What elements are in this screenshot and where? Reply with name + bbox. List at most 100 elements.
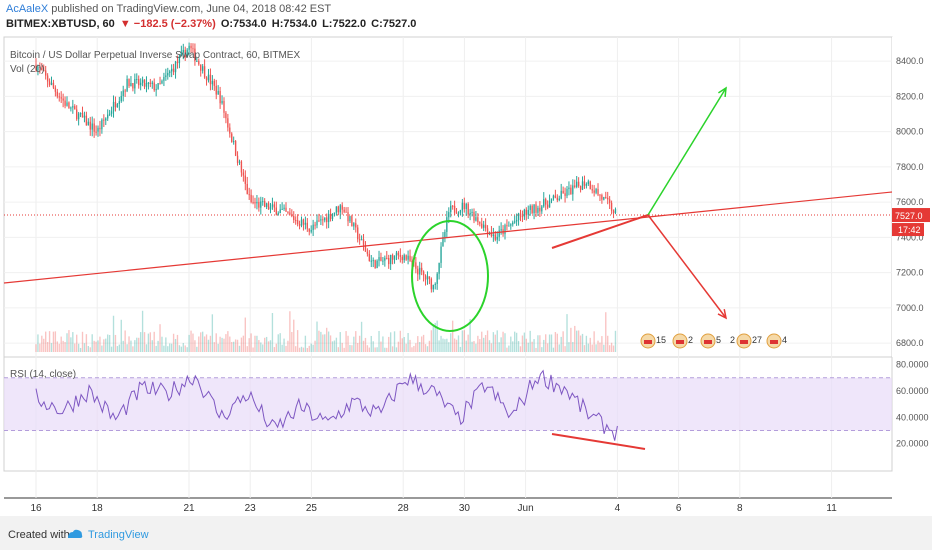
candle-body <box>68 102 70 109</box>
volume-bar <box>362 340 365 352</box>
candle-body <box>457 212 460 214</box>
volume-bar <box>448 342 450 352</box>
highlight-ellipse <box>411 220 489 332</box>
author-link[interactable]: AcAaleX <box>6 3 49 15</box>
volume-bar <box>562 331 564 352</box>
candle-body <box>614 209 617 213</box>
candle-body <box>461 202 464 211</box>
candle-body <box>170 68 173 72</box>
candle-body <box>430 278 433 290</box>
candle-body <box>77 113 80 120</box>
volume-bar <box>37 334 39 352</box>
volume-bar <box>203 336 206 352</box>
time-tick-label: 8 <box>737 503 743 514</box>
candle-body <box>236 155 239 163</box>
volume-bar <box>440 335 442 352</box>
rsi-line <box>35 369 618 441</box>
volume-bar <box>422 334 425 352</box>
volume-bar <box>83 343 86 352</box>
main-pane-frame <box>3 36 893 358</box>
volume-bar <box>97 340 99 352</box>
volume-bar <box>587 343 590 352</box>
volume-bar <box>122 340 124 352</box>
countdown-tag <box>892 223 924 237</box>
candle-body <box>56 91 58 97</box>
volume-bar <box>411 347 413 352</box>
candle-body <box>308 228 310 232</box>
volume-bar <box>413 345 415 352</box>
candle-body <box>83 115 86 118</box>
volume-bar <box>295 346 297 352</box>
volume-bar <box>217 343 219 352</box>
candle-body <box>293 216 295 221</box>
volume-bar <box>533 339 535 352</box>
volume-bar <box>525 338 527 352</box>
candle-body <box>525 209 527 215</box>
candle-body <box>448 212 450 218</box>
candle-body <box>165 75 167 77</box>
volume-bar <box>498 342 500 352</box>
event-icons[interactable]: 152852274 <box>640 333 787 349</box>
volume-bar <box>605 312 607 352</box>
candle-body <box>70 107 72 109</box>
candle-body <box>494 234 496 240</box>
rsi-band <box>4 377 892 431</box>
event-flag-stripe <box>644 340 652 344</box>
volume-bar <box>428 340 431 352</box>
chart-canvas[interactable]: 8400.0 8200.0 8000.0 7800.0 7600.0 7400.0 7200… <box>0 0 932 516</box>
candle-body <box>444 231 446 238</box>
volume-bar <box>608 345 611 352</box>
candle-body <box>258 201 260 208</box>
candle-body <box>62 98 64 101</box>
candle-body <box>320 219 322 221</box>
volume-bar <box>114 334 117 352</box>
volume-bar <box>576 330 578 352</box>
volume-bar <box>308 345 310 352</box>
footer: Created with TradingView <box>0 516 932 550</box>
candle-body <box>48 81 51 85</box>
volume-bar <box>105 338 107 352</box>
candle-body <box>141 79 144 83</box>
tradingview-logo-icon <box>68 529 83 538</box>
candle-body <box>343 209 345 212</box>
candle-body <box>531 205 533 214</box>
bearish-arrow-head <box>717 309 728 320</box>
volume-bar <box>558 344 560 352</box>
candle-body <box>329 213 332 219</box>
volume-bar <box>341 342 343 352</box>
volume-bar <box>554 332 557 352</box>
candle-body <box>577 181 580 186</box>
volume-bar <box>198 336 200 352</box>
volume-bar <box>405 343 407 352</box>
volume-bar <box>267 341 270 352</box>
volume-bar <box>287 340 289 352</box>
created-with-label: Created with <box>8 529 70 541</box>
candle-body <box>50 82 53 85</box>
volume-bar <box>248 338 250 352</box>
candle-body <box>174 61 177 73</box>
symbol-label: BITMEX:XBTUSD, 60 <box>6 18 115 30</box>
volume-bar <box>490 343 493 352</box>
candle-body <box>451 205 454 207</box>
candle-body <box>417 268 419 275</box>
candle-body <box>376 260 378 269</box>
volume-bar <box>504 333 506 352</box>
volume-bar <box>603 344 605 352</box>
candle-body <box>289 212 291 215</box>
countdown-label: 17:42 <box>898 225 921 235</box>
candle-body <box>370 260 372 262</box>
volume-bar <box>574 325 576 352</box>
volume-bar <box>244 317 246 352</box>
tradingview-link[interactable]: TradingView <box>88 529 149 541</box>
volume-bar <box>479 339 481 352</box>
candle-body <box>481 223 483 228</box>
candle-body <box>231 133 233 142</box>
volume-bar <box>50 343 53 352</box>
volume-bar <box>481 331 483 352</box>
candle-body <box>95 131 97 133</box>
candle-body <box>52 82 55 88</box>
candle-body <box>76 109 78 120</box>
candle-body <box>467 203 469 215</box>
candle-body <box>500 229 502 231</box>
volume-bar <box>163 345 165 352</box>
